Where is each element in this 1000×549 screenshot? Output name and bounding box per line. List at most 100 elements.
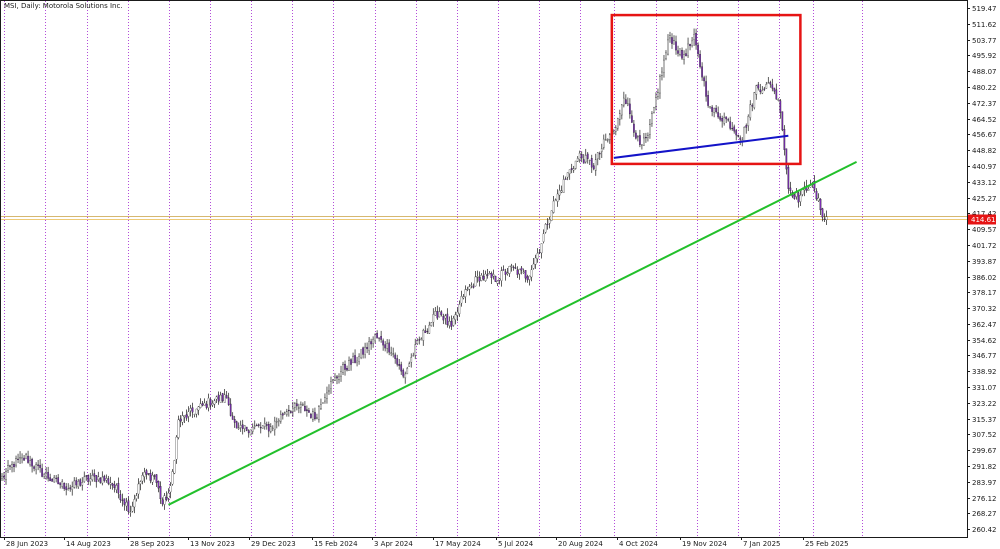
candle-body bbox=[711, 106, 713, 112]
candle-body bbox=[635, 132, 637, 139]
candle-body bbox=[464, 289, 467, 297]
candle-body bbox=[719, 116, 721, 120]
candle-body bbox=[243, 425, 246, 429]
price-lines-layer bbox=[1, 216, 967, 220]
candle-body bbox=[661, 71, 663, 76]
candle-body bbox=[229, 403, 232, 416]
candle-body bbox=[448, 321, 451, 326]
y-tick-label: 386.02 bbox=[972, 274, 997, 282]
candle-body bbox=[528, 275, 531, 280]
candle-body bbox=[253, 425, 256, 427]
candle-body bbox=[121, 499, 124, 501]
current-price-label: 414.61 bbox=[971, 216, 996, 224]
candle-body bbox=[685, 53, 687, 56]
candle-body bbox=[759, 89, 762, 93]
candle-body bbox=[205, 403, 208, 408]
candle-body bbox=[518, 269, 521, 275]
y-tick-label: 354.62 bbox=[972, 337, 997, 345]
candle-body bbox=[233, 419, 236, 423]
candle-body bbox=[388, 342, 391, 353]
candle-body bbox=[21, 457, 23, 459]
price-axis[interactable]: 519.47 511.62 503.77 495.92 488.07 480.22 472.… bbox=[967, 5, 997, 534]
candle-body bbox=[269, 426, 272, 432]
candle-body bbox=[600, 148, 603, 152]
candle-body bbox=[496, 280, 499, 284]
y-tick-label: 401.72 bbox=[972, 242, 997, 250]
candle-body bbox=[65, 486, 68, 490]
candle-body bbox=[346, 368, 348, 371]
candle-body bbox=[578, 152, 581, 160]
candle-body bbox=[713, 108, 715, 113]
candle-body bbox=[322, 402, 324, 404]
candle-body bbox=[707, 95, 709, 106]
y-tick-label: 268.27 bbox=[972, 510, 997, 518]
candle-body bbox=[725, 116, 728, 120]
x-tick-label: 28 Sep 2023 bbox=[130, 540, 174, 548]
candle-body bbox=[7, 465, 9, 471]
candle-body bbox=[265, 424, 268, 426]
candle-body bbox=[3, 476, 5, 478]
candle-body bbox=[61, 481, 64, 487]
candle-body bbox=[781, 111, 784, 131]
candle-body bbox=[213, 400, 216, 405]
candle-body bbox=[251, 426, 254, 432]
candle-body bbox=[109, 482, 112, 485]
candle-body bbox=[169, 485, 172, 493]
candle-body bbox=[412, 355, 415, 357]
candle-body bbox=[185, 414, 188, 419]
candle-body bbox=[155, 474, 158, 483]
y-tick-label: 346.77 bbox=[972, 352, 997, 360]
candle-body bbox=[83, 476, 86, 482]
candle-body bbox=[292, 407, 294, 412]
candle-body bbox=[378, 337, 380, 339]
candle-body bbox=[743, 126, 746, 141]
y-tick-label: 464.52 bbox=[972, 116, 997, 124]
candle-body bbox=[316, 417, 318, 419]
candle-body bbox=[637, 136, 639, 138]
candle-body bbox=[701, 66, 703, 78]
candle-body bbox=[179, 418, 182, 422]
candle-body bbox=[406, 368, 409, 375]
y-tick-label: 440.97 bbox=[972, 163, 997, 171]
y-tick-label: 393.87 bbox=[972, 258, 997, 266]
candle-body bbox=[568, 169, 571, 174]
candle-body bbox=[127, 500, 130, 512]
candle-body bbox=[422, 330, 425, 341]
candle-body bbox=[444, 315, 447, 319]
candle-body bbox=[408, 363, 411, 367]
candle-body bbox=[590, 158, 593, 168]
current-price-tag bbox=[968, 214, 996, 225]
candle-body bbox=[460, 296, 463, 304]
highlight-box bbox=[610, 13, 802, 166]
x-tick-label: 17 May 2024 bbox=[435, 540, 481, 548]
candle-body bbox=[633, 123, 635, 133]
y-tick-label: 425.27 bbox=[972, 195, 997, 203]
candle-body bbox=[13, 464, 15, 468]
candle-body bbox=[478, 277, 481, 282]
candle-body bbox=[442, 315, 445, 321]
candle-body bbox=[334, 376, 336, 381]
candle-body bbox=[751, 105, 754, 107]
candle-body bbox=[374, 334, 376, 342]
candle-body bbox=[562, 179, 565, 193]
candle-body bbox=[647, 135, 649, 138]
y-tick-label: 276.12 bbox=[972, 495, 997, 503]
candle-body bbox=[237, 427, 240, 429]
candle-body bbox=[418, 339, 421, 341]
candle-body bbox=[574, 160, 577, 169]
candle-body bbox=[73, 480, 76, 488]
candle-body bbox=[675, 41, 677, 51]
candle-body bbox=[298, 407, 300, 409]
candle-body bbox=[203, 402, 206, 406]
candle-body bbox=[769, 82, 772, 85]
candle-body bbox=[37, 464, 39, 467]
candle-body bbox=[133, 499, 136, 508]
candle-body bbox=[821, 208, 824, 218]
candle-body bbox=[372, 338, 374, 344]
candle-body bbox=[306, 409, 308, 412]
candle-body bbox=[223, 394, 226, 403]
time-axis[interactable]: 28 Jun 2023 14 Aug 2023 28 Sep 2023 13 Nov … bbox=[4, 537, 849, 548]
candle-body bbox=[697, 44, 699, 55]
candle-body bbox=[745, 125, 748, 128]
